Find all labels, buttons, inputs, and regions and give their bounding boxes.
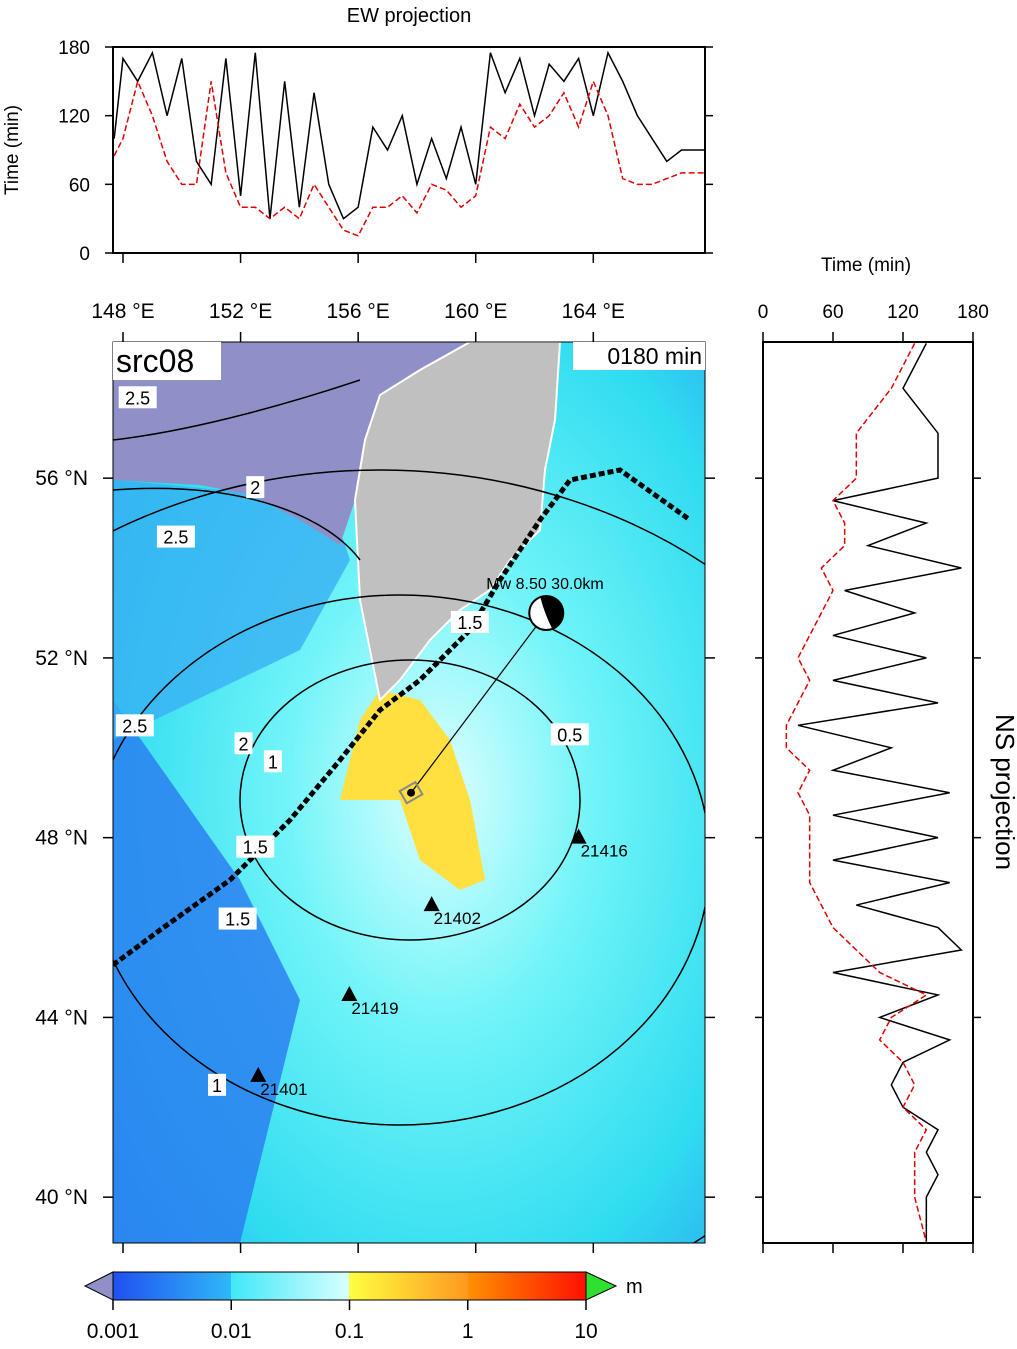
x-tick-label: 152 °E bbox=[209, 300, 272, 323]
time-label: 0180 min bbox=[607, 343, 702, 369]
x-tick-label: 164 °E bbox=[562, 300, 625, 323]
fault-point bbox=[407, 788, 416, 797]
colorbar-tick-label: 10 bbox=[574, 1320, 597, 1343]
x-tick-label: 148 °E bbox=[91, 300, 154, 323]
station-label: 21401 bbox=[260, 1080, 307, 1099]
contour-label: 1.5 bbox=[243, 838, 268, 858]
ew-plot: 0 60 120 180 bbox=[58, 38, 713, 265]
ns-xlabel: Time (min) bbox=[821, 255, 911, 276]
contour bbox=[113, 469, 705, 1243]
contour-label-box bbox=[450, 610, 489, 633]
contour-label-box bbox=[208, 1073, 227, 1096]
fault-line bbox=[410, 612, 547, 794]
ew-title: EW projection bbox=[347, 5, 472, 27]
ew-frame bbox=[112, 46, 706, 254]
colorbar-segment bbox=[231, 1272, 349, 1300]
series-line bbox=[785, 343, 928, 1243]
station bbox=[570, 828, 587, 844]
contour-label: 2.5 bbox=[122, 716, 147, 736]
series-line bbox=[113, 50, 705, 220]
y-tick-label: 180 bbox=[58, 38, 90, 59]
label-box bbox=[113, 342, 221, 380]
contour-label-box bbox=[236, 835, 275, 858]
source-label: Mw 8.50 30.0km bbox=[486, 576, 603, 593]
contour-label: 0.5 bbox=[557, 725, 582, 745]
kamchatka bbox=[353, 342, 562, 703]
contour-label-box bbox=[246, 476, 265, 499]
station-label: 21419 bbox=[351, 999, 398, 1018]
y-tick-label: 40 °N bbox=[35, 1186, 88, 1209]
station-label: 21416 bbox=[581, 842, 628, 861]
mainland bbox=[113, 342, 470, 545]
series-line bbox=[797, 343, 963, 1243]
map-area bbox=[113, 342, 705, 1243]
contour-label: 1 bbox=[212, 1076, 222, 1096]
colorbar-segment bbox=[113, 1272, 231, 1300]
colorbar-segment bbox=[349, 1272, 468, 1300]
colorbar-ticks: 0.001 0.01 0.1 1 10 bbox=[87, 1300, 598, 1343]
contour-label: 2 bbox=[239, 734, 249, 754]
x-tick-label: 0 bbox=[758, 302, 769, 323]
station bbox=[341, 985, 358, 1001]
colorbar-over bbox=[585, 1271, 618, 1301]
colorbar-under bbox=[83, 1271, 114, 1301]
contour-label-box bbox=[263, 750, 282, 773]
colorbar-tick-label: 0.01 bbox=[211, 1320, 252, 1343]
y-tick-label: 48 °N bbox=[35, 827, 88, 850]
contour bbox=[113, 379, 361, 441]
ns-frame bbox=[762, 341, 974, 1244]
contour-label-box bbox=[550, 723, 589, 746]
x-tick-label: 156 °E bbox=[327, 300, 390, 323]
src-label: src08 bbox=[116, 343, 194, 379]
y-tick-label: 44 °N bbox=[35, 1006, 88, 1029]
station-label: 21402 bbox=[434, 909, 481, 928]
contour-label-box bbox=[156, 525, 195, 548]
y-tick-label: 0 bbox=[79, 244, 90, 265]
kuril-islands bbox=[113, 467, 692, 968]
contour-label-box bbox=[234, 732, 253, 755]
contour-label: 2 bbox=[250, 478, 260, 498]
station bbox=[250, 1066, 267, 1082]
x-tick-label: 160 °E bbox=[444, 300, 507, 323]
y-tick-label: 52 °N bbox=[35, 647, 88, 670]
contour bbox=[239, 659, 581, 941]
x-tick-label: 120 bbox=[887, 302, 919, 323]
shallow-west bbox=[113, 700, 300, 1243]
map-overlay: 148 °E 152 °E 156 °E 160 °E 164 °E 40 °N 44 °N… bbox=[35, 253, 981, 1253]
y-tick-label: 56 °N bbox=[35, 467, 88, 490]
colorbar-tick-label: 1 bbox=[462, 1320, 474, 1343]
y-tick-label: 60 bbox=[69, 175, 90, 196]
contour-label-box bbox=[218, 907, 257, 930]
contour-label: 2.5 bbox=[125, 388, 150, 408]
contour-label: 1 bbox=[268, 752, 278, 772]
colorbar-tick-label: 0.001 bbox=[87, 1320, 140, 1343]
beachball-quadrant bbox=[540, 595, 564, 629]
series-line bbox=[113, 79, 705, 237]
fault-plane bbox=[398, 780, 424, 805]
contour bbox=[113, 594, 705, 1126]
station bbox=[423, 896, 440, 912]
contour-label: 1.5 bbox=[225, 910, 250, 930]
ew-ylabel: Time (min) bbox=[2, 105, 23, 195]
colorbar-unit: m bbox=[626, 1276, 643, 1298]
colorbar-segment bbox=[468, 1272, 586, 1300]
map-frame bbox=[112, 341, 706, 1244]
contour-label: 1.5 bbox=[457, 613, 482, 633]
x-tick-label: 60 bbox=[822, 302, 843, 323]
ns-title: NS projection bbox=[990, 714, 1017, 870]
contour-label: 2.5 bbox=[163, 528, 188, 548]
y-tick-label: 120 bbox=[58, 107, 90, 128]
contour-label-box bbox=[115, 714, 154, 737]
colorbar-tick-label: 0.1 bbox=[335, 1320, 364, 1343]
time-box bbox=[573, 342, 705, 370]
ns-plot: 0 60 120 180 bbox=[758, 302, 989, 1253]
x-tick-label: 180 bbox=[957, 302, 989, 323]
contour bbox=[113, 487, 361, 561]
contour-label-box bbox=[118, 386, 157, 409]
